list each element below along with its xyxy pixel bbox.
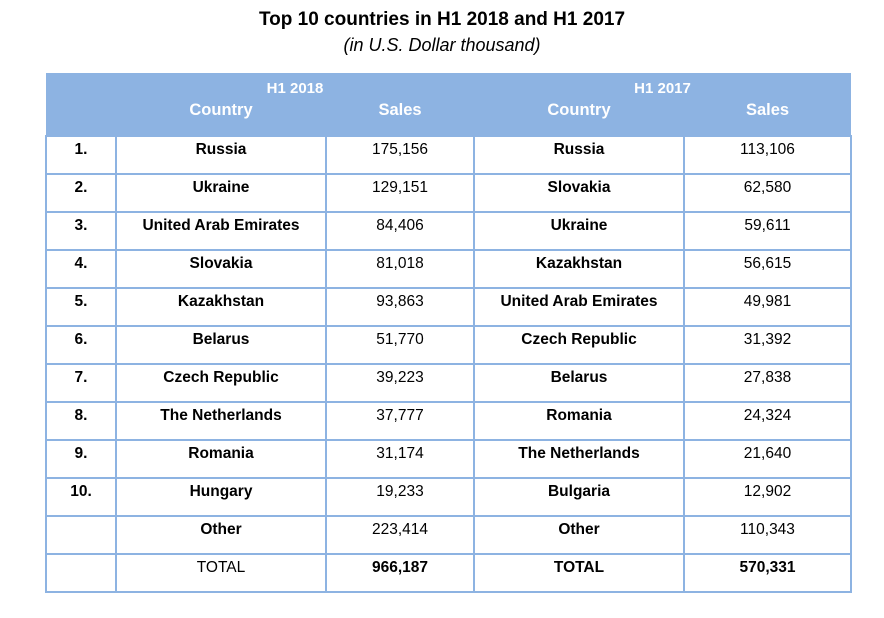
- total-sales-2018: 966,187: [325, 553, 475, 593]
- table-row: 4. Slovakia 81,018 Kazakhstan 56,615: [45, 249, 852, 289]
- rank-cell: 1.: [45, 135, 117, 175]
- country-2017-cell: The Netherlands: [473, 439, 685, 479]
- country-2017-cell: Bulgaria: [473, 477, 685, 517]
- sales-2018-cell: 37,777: [325, 401, 475, 441]
- country-2017-cell: United Arab Emirates: [473, 287, 685, 327]
- sales-2017-cell: 21,640: [683, 439, 852, 479]
- sales-2018-cell: 81,018: [325, 249, 475, 289]
- rank-cell: 6.: [45, 325, 117, 365]
- other-label-2018: Other: [115, 515, 327, 555]
- country-2018-cell: Romania: [115, 439, 327, 479]
- rank-cell: 2.: [45, 173, 117, 213]
- rank-cell: 3.: [45, 211, 117, 251]
- sales-2017-cell: 56,615: [683, 249, 852, 289]
- sales-2018-cell: 31,174: [325, 439, 475, 479]
- header-spacer: [46, 73, 116, 97]
- rank-cell-empty: [45, 515, 117, 555]
- period-header-2017: H1 2017: [474, 73, 851, 97]
- country-2018-cell: Slovakia: [115, 249, 327, 289]
- total-sales-2017: 570,331: [683, 553, 852, 593]
- table-row: 7. Czech Republic 39,223 Belarus 27,838: [45, 363, 852, 403]
- sales-2017-cell: 113,106: [683, 135, 852, 175]
- sales-table: H1 2018 H1 2017 Country Sales Country Sa…: [45, 73, 852, 593]
- rank-cell-empty: [45, 553, 117, 593]
- sales-2018-cell: 129,151: [325, 173, 475, 213]
- country-2018-cell: United Arab Emirates: [115, 211, 327, 251]
- country-2018-cell: Belarus: [115, 325, 327, 365]
- sales-2017-cell: 31,392: [683, 325, 852, 365]
- country-2018-cell: The Netherlands: [115, 401, 327, 441]
- country-2017-cell: Ukraine: [473, 211, 685, 251]
- country-2018-cell: Kazakhstan: [115, 287, 327, 327]
- rank-header: [46, 97, 116, 136]
- rank-cell: 9.: [45, 439, 117, 479]
- period-header-row: H1 2018 H1 2017: [46, 73, 851, 97]
- rank-cell: 5.: [45, 287, 117, 327]
- rank-cell: 10.: [45, 477, 117, 517]
- table-row: 3. United Arab Emirates 84,406 Ukraine 5…: [45, 211, 852, 251]
- table-row: 2. Ukraine 129,151 Slovakia 62,580: [45, 173, 852, 213]
- rank-cell: 8.: [45, 401, 117, 441]
- country-2018-cell: Czech Republic: [115, 363, 327, 403]
- country-2017-cell: Czech Republic: [473, 325, 685, 365]
- sales-2018-cell: 175,156: [325, 135, 475, 175]
- country-2017-cell: Slovakia: [473, 173, 685, 213]
- country-2018-cell: Hungary: [115, 477, 327, 517]
- sales-2017-cell: 24,324: [683, 401, 852, 441]
- country-2017-cell: Romania: [473, 401, 685, 441]
- column-header-sales-2018: Sales: [326, 97, 474, 136]
- column-header-country-2017: Country: [474, 97, 684, 136]
- rank-cell: 7.: [45, 363, 117, 403]
- country-2018-cell: Russia: [115, 135, 327, 175]
- sales-2018-cell: 39,223: [325, 363, 475, 403]
- column-header-sales-2017: Sales: [684, 97, 851, 136]
- page-title: Top 10 countries in H1 2018 and H1 2017: [258, 9, 626, 30]
- country-2017-cell: Kazakhstan: [473, 249, 685, 289]
- sales-2017-cell: 62,580: [683, 173, 852, 213]
- sales-2018-cell: 93,863: [325, 287, 475, 327]
- other-sales-2017: 110,343: [683, 515, 852, 555]
- table-row: 9. Romania 31,174 The Netherlands 21,640: [45, 439, 852, 479]
- other-row: Other 223,414 Other 110,343: [45, 515, 852, 555]
- rank-cell: 4.: [45, 249, 117, 289]
- other-sales-2018: 223,414: [325, 515, 475, 555]
- table-row: 10. Hungary 19,233 Bulgaria 12,902: [45, 477, 852, 517]
- country-2017-cell: Russia: [473, 135, 685, 175]
- sales-2017-cell: 27,838: [683, 363, 852, 403]
- table-row: 8. The Netherlands 37,777 Romania 24,324: [45, 401, 852, 441]
- total-label-2018: TOTAL: [115, 553, 327, 593]
- column-header-row: Country Sales Country Sales: [46, 97, 851, 136]
- sales-2018-cell: 51,770: [325, 325, 475, 365]
- total-label-2017: TOTAL: [473, 553, 685, 593]
- table-body: 1. Russia 175,156 Russia 113,106 2. Ukra…: [45, 135, 852, 593]
- sales-2018-cell: 84,406: [325, 211, 475, 251]
- other-label-2017: Other: [473, 515, 685, 555]
- sales-2017-cell: 59,611: [683, 211, 852, 251]
- table-row: 5. Kazakhstan 93,863 United Arab Emirate…: [45, 287, 852, 327]
- country-2018-cell: Ukraine: [115, 173, 327, 213]
- period-header-2018: H1 2018: [116, 73, 474, 97]
- country-2017-cell: Belarus: [473, 363, 685, 403]
- sales-2017-cell: 49,981: [683, 287, 852, 327]
- sales-2017-cell: 12,902: [683, 477, 852, 517]
- sales-2018-cell: 19,233: [325, 477, 475, 517]
- table-row: 1. Russia 175,156 Russia 113,106: [45, 135, 852, 175]
- total-row: TOTAL 966,187 TOTAL 570,331: [45, 553, 852, 593]
- column-header-country-2018: Country: [116, 97, 326, 136]
- page-subtitle: (in U.S. Dollar thousand): [343, 35, 541, 55]
- table-row: 6. Belarus 51,770 Czech Republic 31,392: [45, 325, 852, 365]
